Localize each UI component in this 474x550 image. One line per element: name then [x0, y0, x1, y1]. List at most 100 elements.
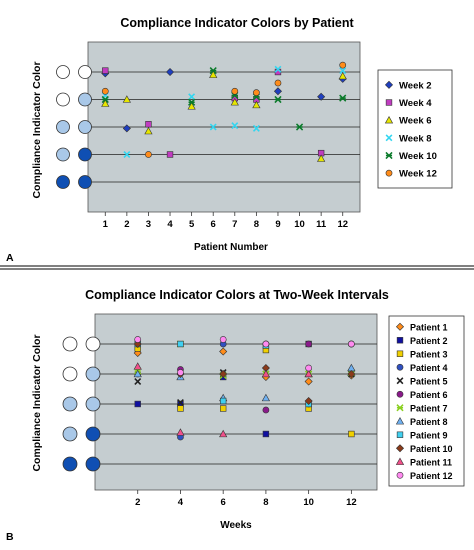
- panel-a-series-4-point-4: [209, 123, 217, 131]
- panel-a-series-5-point-2: [188, 98, 196, 106]
- panel-a-series-5-point-7: [295, 123, 304, 131]
- panel-b-label: B: [6, 531, 14, 543]
- panel-b-series-12-point-2: [177, 369, 184, 376]
- panel-a-series-5-point-6: [274, 95, 282, 104]
- panel-a-indicator-right-3: [78, 120, 92, 134]
- panel-a-legend-label-2: Week 4: [399, 98, 432, 109]
- panel-a-series-4-point-2-stroke-b: [123, 151, 131, 158]
- panel-a-series-6-point-2: [145, 151, 152, 158]
- panel-b-series-6-point-5: [305, 340, 312, 348]
- panel-b-legend-marker-7: [396, 404, 404, 412]
- panel-b-xtick-label-4: 4: [178, 497, 184, 508]
- panel-b-legend-label-8: Patient 8: [410, 417, 448, 427]
- panel-a-legend-marker-1: [384, 80, 394, 89]
- panel-a-series-3: [101, 70, 347, 162]
- panel-a-legend: Week 2 Week 4 Week 6 Week 8 Week 10 Week 12: [377, 69, 453, 189]
- panel-a-xtick-label-4: 4: [167, 219, 173, 230]
- panel-b-series-8-point-1: [133, 369, 142, 378]
- panel-b-legend-marker-8: [395, 417, 405, 425]
- panel-a-series-3-point-7: [252, 100, 261, 109]
- panel-a-ylabel: Compliance Indicator Color: [31, 61, 43, 198]
- panel-a-series-4-point-7-stroke-b: [274, 65, 282, 73]
- panel-a-indicator-right-1: [78, 175, 92, 189]
- panel-a-legend-marker-5: [385, 151, 393, 160]
- panel-a-indicator-left-4: [56, 92, 70, 107]
- panel-a-legend-marker-4-stroke-b: [385, 134, 393, 142]
- panel-a-legend-marker-2: [385, 99, 393, 106]
- panel-a-series-6-point-6: [339, 61, 347, 69]
- panel-b-series-8-point-4: [261, 393, 271, 402]
- panel-a-series-4-point-8: [339, 67, 347, 75]
- panel-a-series-1-point-4: [273, 87, 282, 96]
- panel-b-series-11-point-2: [176, 428, 185, 436]
- panel-b-legend-label-1: Patient 1: [410, 322, 448, 332]
- panel-a-series-3-point-9: [338, 71, 347, 80]
- panel-a-legend-label-4: Week 8: [399, 133, 432, 144]
- panel-b-series-2-point-4: [262, 430, 270, 438]
- panel-a-series-6-point-4: [253, 89, 260, 96]
- panel-b-legend-label-5: Patient 5: [410, 376, 448, 386]
- panel-b-series-1-point-3: [219, 347, 228, 356]
- panel-a-series-5-point-8: [339, 94, 347, 102]
- panel-a-legend-box: [377, 69, 453, 189]
- panel-b-legend-label-7: Patient 7: [410, 403, 448, 413]
- panel-a-series-3-point-2: [122, 95, 131, 103]
- panel-a-xtick-label-8: 8: [254, 219, 259, 230]
- panel-a-series-6: [101, 61, 347, 158]
- panel-b-legend-label-3: Patient 3: [410, 349, 448, 359]
- panel-a-indicator-left-2: [56, 147, 70, 162]
- panel-b-legend-marker-2: [396, 337, 404, 344]
- panel-a-legend-marker-3: [384, 115, 394, 124]
- panel-a-indicator-right-5: [78, 65, 92, 79]
- panel-a-indicator-right-4: [78, 92, 92, 107]
- panel-b-series-10-point-3: [219, 369, 228, 379]
- panel-b-legend-marker-5: [396, 377, 404, 385]
- panel-b-legend-marker-3: [396, 350, 404, 357]
- panel-b-indicator-right-5: [85, 336, 101, 352]
- panel-b-legend-marker-4: [396, 363, 404, 371]
- panel-a-xtick-label-1: 1: [103, 219, 109, 230]
- panel-a-indicator-left-1: [56, 175, 70, 189]
- panel-a-indicator-left-3: [56, 120, 70, 134]
- panel-b-series-11-point-1: [133, 362, 142, 370]
- panel-a-indicator-right-2: [78, 147, 92, 162]
- panel-a-series-3-point-6: [230, 98, 239, 106]
- panel-b-indicator-left-1: [62, 456, 78, 472]
- panel-b-indicator-right-3: [85, 396, 101, 412]
- panel-b-series-2-point-1: [134, 400, 141, 408]
- panel-b-indicator-right-2: [85, 426, 101, 442]
- panel-a-xtick-label-7: 7: [232, 219, 237, 230]
- panel-b-legend-marker-9: [396, 431, 404, 438]
- panel-a-xlabel: Patient Number: [194, 242, 268, 253]
- panel-b-series-1-point-5: [304, 377, 313, 386]
- panel-b-legend-box: [388, 315, 465, 487]
- panel-a-indicator-left-5: [56, 65, 70, 79]
- panel-a-legend-marker-4: [385, 134, 393, 142]
- panel-b-indicator-left-4: [62, 366, 78, 382]
- panel-b-series-12: [134, 336, 355, 376]
- panel-b-indicator-right-4: [85, 366, 101, 382]
- panel-b-legend-label-6: Patient 6: [410, 390, 448, 400]
- panel-b-series-12-point-4: [262, 340, 270, 348]
- panel-a-series-4-point-6-stroke-b: [252, 124, 260, 132]
- panel-a-xtick-label-9: 9: [275, 219, 280, 230]
- panel-a-series-4-point-4-stroke-b: [209, 123, 217, 131]
- panel-a-series-1-point-5: [317, 92, 326, 101]
- panel-b-series-11-point-3: [219, 429, 228, 438]
- panel-a-legend-label-3: Week 6: [399, 116, 432, 127]
- panel-b-legend-label-2: Patient 2: [410, 336, 448, 346]
- panel-b-indicator-left-5: [62, 336, 78, 352]
- panel-b-series-3-point-2: [177, 405, 184, 412]
- panel-a-series-5-point-3: [209, 67, 217, 75]
- panel-a-series-5-point-1: [101, 95, 109, 104]
- panel-b-series-5-point-2-stroke-b: [177, 399, 184, 406]
- panel-b-xtick-label-12: 12: [346, 497, 357, 508]
- panel-b-xlabel: Weeks: [220, 520, 252, 531]
- panel-a-label: A: [6, 252, 14, 264]
- panel-b-series-5-point-1: [134, 378, 142, 385]
- panel-b-indicator-left-2: [62, 426, 78, 442]
- panel-b-legend-marker-5-stroke-b: [396, 377, 404, 385]
- panel-a-series-2-point-1: [102, 67, 109, 74]
